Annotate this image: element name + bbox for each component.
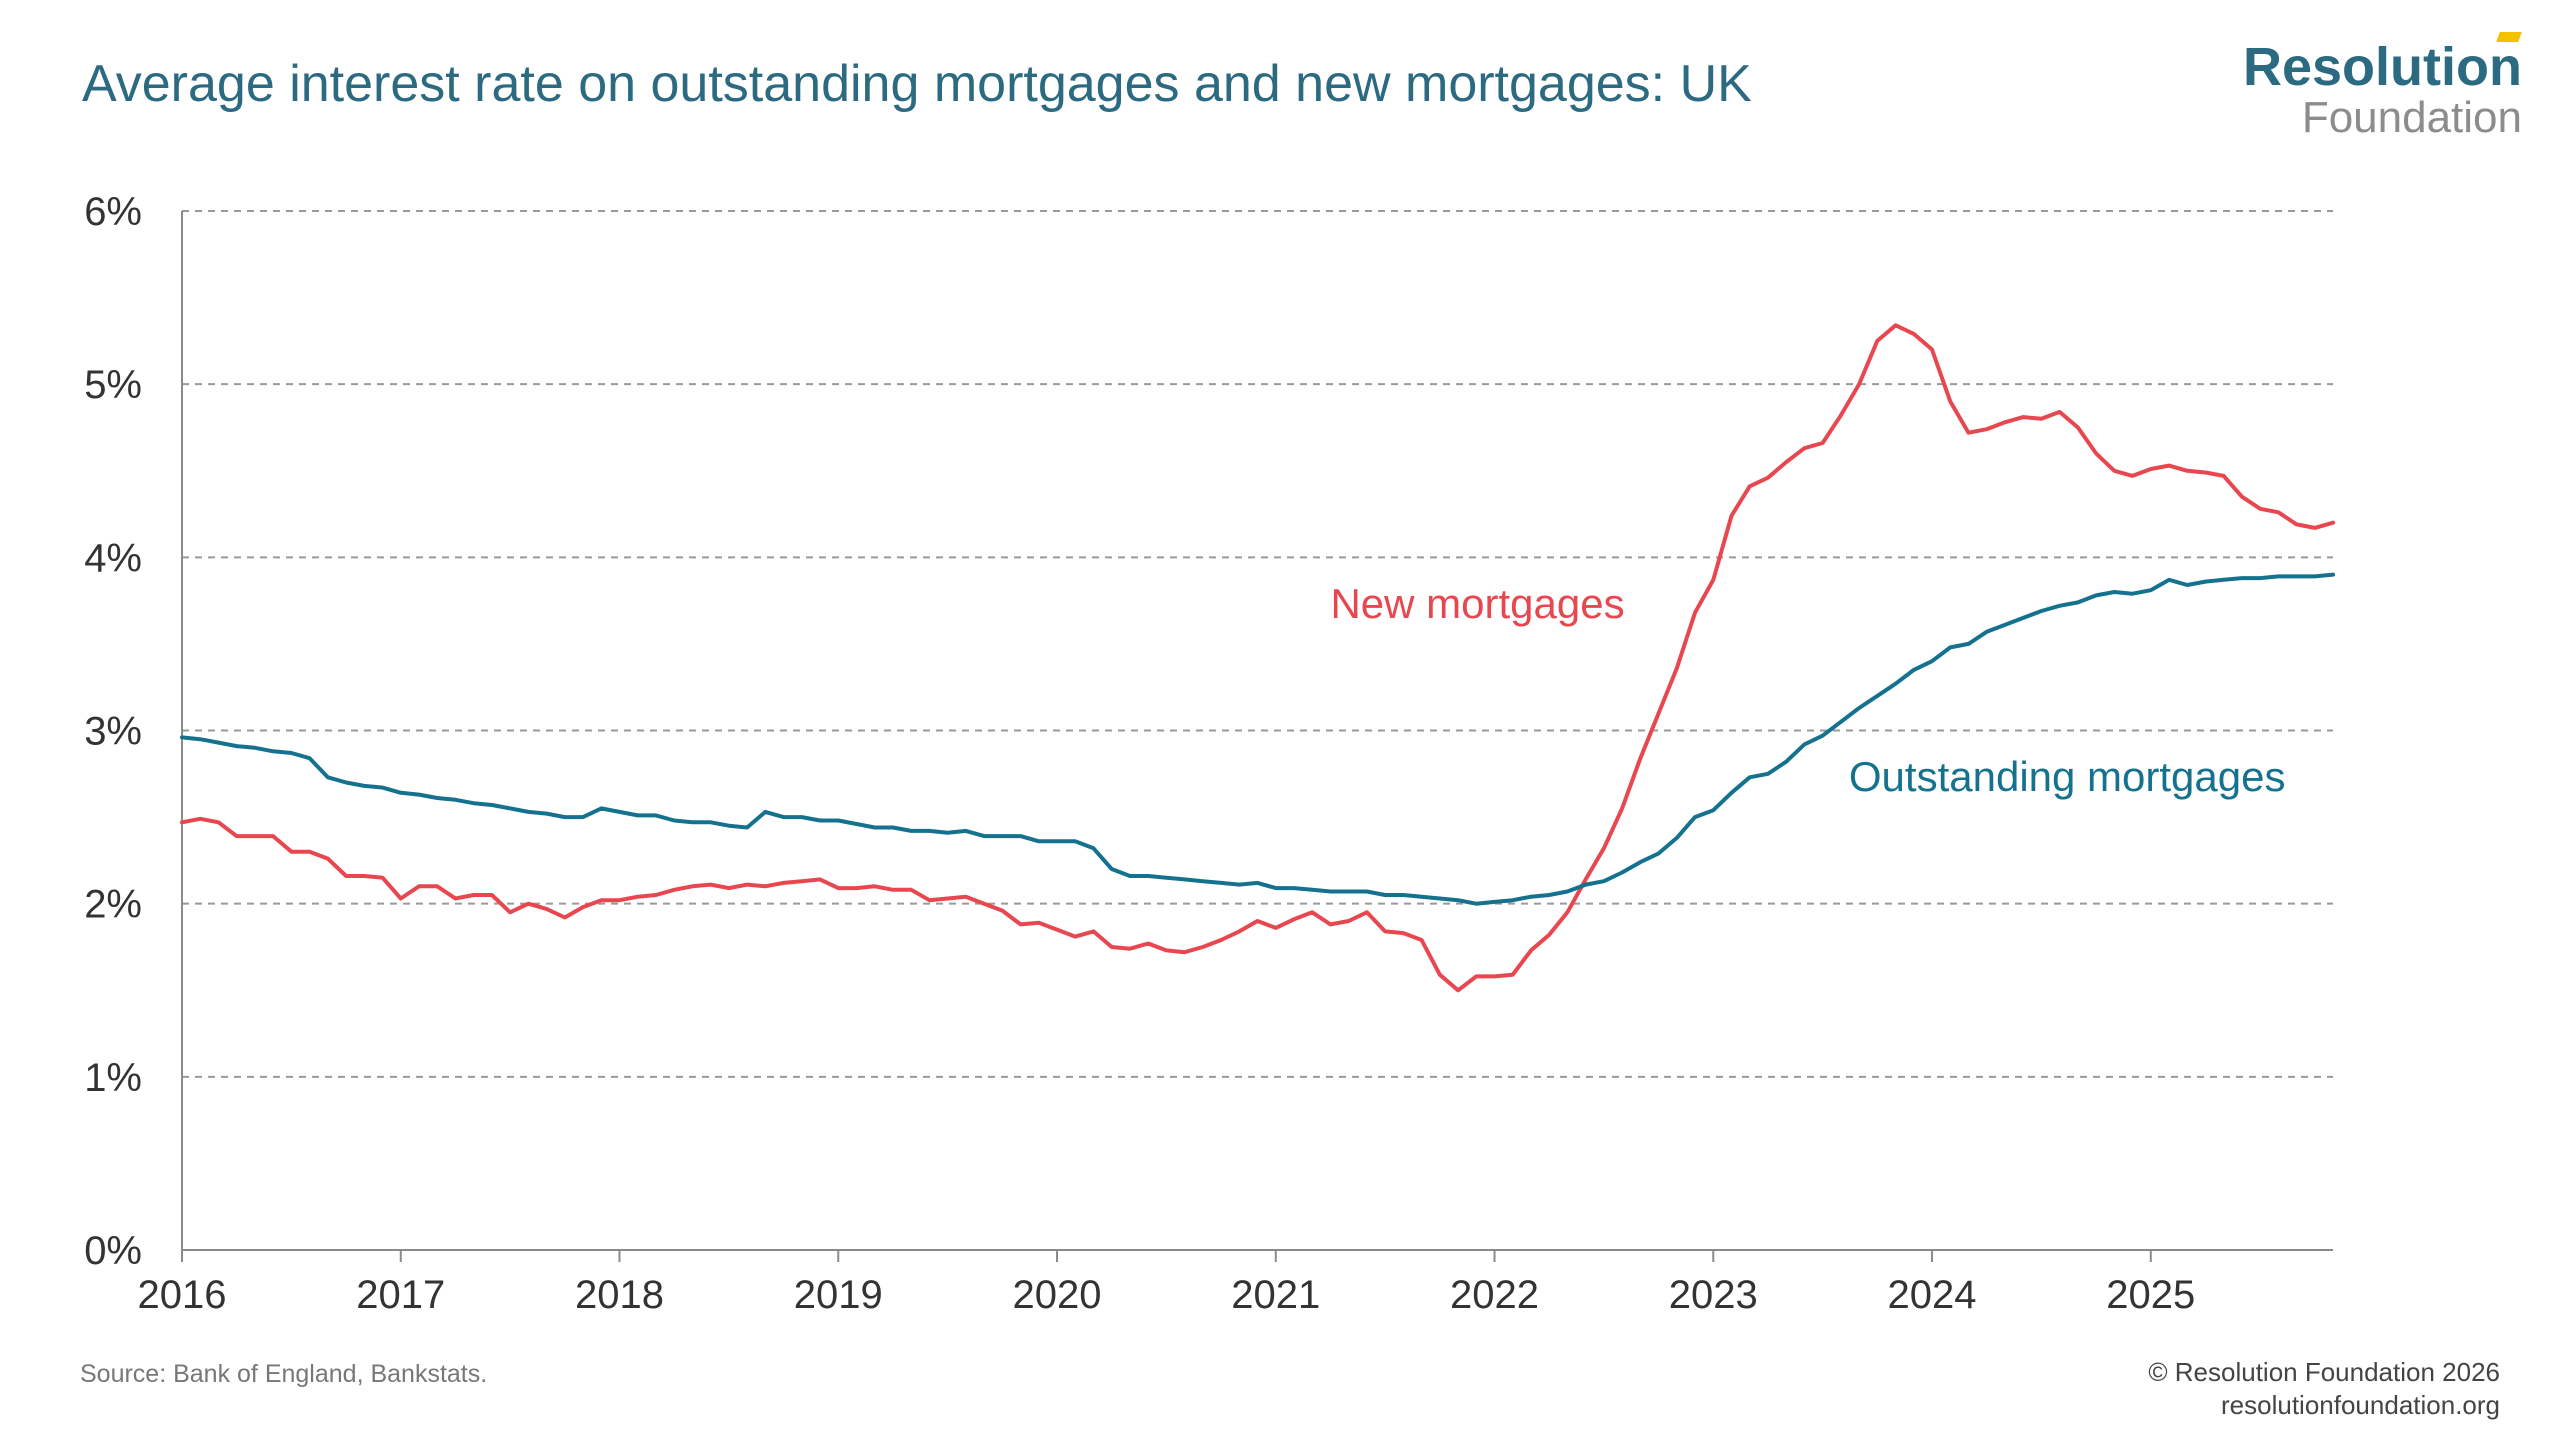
x-tick-label: 2021 [1231, 1273, 1320, 1317]
website-url: resolutionfoundation.org [2221, 1389, 2500, 1420]
series-labels: New mortgages Outstanding mortgages [1330, 580, 2285, 800]
y-tick-label: 5% [84, 363, 142, 407]
x-tick-label: 2025 [2106, 1273, 2195, 1317]
y-tick-label: 1% [84, 1056, 142, 1100]
x-tick-label: 2017 [356, 1273, 445, 1317]
x-tick-label: 2023 [1669, 1273, 1758, 1317]
x-axis-ticks: 2016 2017 2018 2019 2020 2021 2022 2023 2024 2025 [138, 1250, 2195, 1317]
y-tick-label: 6% [84, 190, 142, 234]
series-line-new-mortgages [180, 323, 2336, 993]
x-tick-label: 2022 [1450, 1273, 1539, 1317]
gridlines [182, 210, 2333, 1078]
axes [181, 211, 2333, 1251]
y-tick-label: 2% [84, 883, 142, 927]
logo-line2: Foundation [2301, 93, 2522, 142]
y-tick-label: 3% [84, 710, 142, 754]
source-note: Source: Bank of England, Bankstats. [80, 1360, 488, 1388]
series-label-outstanding-mortgages: Outstanding mortgages [1849, 753, 2286, 800]
y-axis-ticks: 0% 1% 2% 3% 4% 5% 6% [84, 190, 142, 1273]
resolution-foundation-logo: Resolution Foundation [2243, 32, 2522, 142]
series [180, 323, 2336, 993]
x-tick-label: 2024 [1888, 1273, 1977, 1317]
copyright-text: © Resolution Foundation 2026 [2148, 1357, 2500, 1387]
x-tick-label: 2020 [1013, 1273, 1102, 1317]
y-tick-label: 0% [84, 1229, 142, 1273]
x-tick-label: 2016 [138, 1273, 227, 1317]
series-line-outstanding-mortgages [180, 572, 2336, 906]
series-label-new-mortgages: New mortgages [1330, 580, 1624, 627]
copyright-block: © Resolution Foundation 2026 resolutionf… [2148, 1356, 2500, 1421]
chart-title: Average interest rate on outstanding mor… [82, 55, 1752, 113]
logo-line1: Resolution [2243, 37, 2522, 97]
x-tick-label: 2019 [794, 1273, 883, 1317]
y-tick-label: 4% [84, 536, 142, 580]
x-tick-label: 2018 [575, 1273, 664, 1317]
logo-wordmark-top: Resolution [2243, 32, 2522, 97]
